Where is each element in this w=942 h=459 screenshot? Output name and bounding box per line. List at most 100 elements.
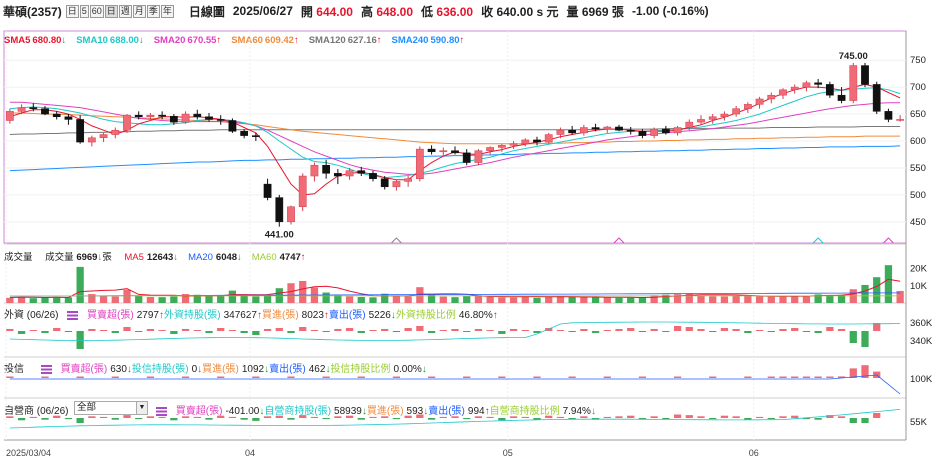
candle-body (708, 116, 717, 120)
dealer-select[interactable]: 全部 ▼ (74, 401, 148, 415)
volume-bar (158, 297, 166, 303)
candle-body (615, 126, 623, 131)
dealer-netbuy-bar (627, 415, 635, 418)
volume-legend: 成交量 成交量 6969↓張 MA5 12643↓ MA20 6048↓ MA60 474… (4, 249, 326, 263)
candle-body (181, 113, 190, 123)
dealer-netbuy-bar (64, 418, 73, 420)
candle-body (661, 128, 670, 134)
dealer-netbuy-bar (439, 416, 447, 418)
foreign-menu-icon[interactable] (67, 310, 79, 320)
foreign-netbuy-bar (64, 331, 73, 332)
dealer-netbuy-bar (392, 418, 401, 420)
candle-body (369, 173, 377, 179)
foreign-netbuy-bar (263, 329, 272, 331)
volume-ma-items: MA5 12643↓ MA20 6048↓ MA60 4747↑ (124, 252, 315, 263)
trust-netbuy-bar (252, 376, 260, 378)
period-day-button[interactable]: 日 (65, 4, 79, 18)
dealer-select-value: 全部 (77, 402, 97, 413)
trust-netbuy-bar (463, 376, 471, 378)
candle-body (732, 108, 741, 115)
candle-body (310, 165, 319, 177)
volume-bar (228, 290, 237, 303)
candle-body (884, 111, 893, 120)
trust-netbuy-bar (861, 365, 869, 378)
candle-body (240, 131, 249, 136)
trust-value-1: 0 (191, 364, 198, 375)
sma5-line (9, 83, 901, 196)
dealer-netbuy-bar (29, 416, 37, 418)
period-week-button[interactable]: 週 (118, 4, 132, 18)
volume-bar (580, 297, 588, 303)
period-60min-button[interactable]: 60 (89, 4, 104, 18)
trust-netbuy-bar (814, 376, 822, 378)
period-daily-button[interactable]: 日 (104, 4, 118, 18)
arrow-down-icon: ↓ (421, 364, 427, 375)
candle-body (392, 181, 401, 188)
candle-body (146, 114, 155, 117)
candle-body (872, 84, 881, 112)
volume-bar (439, 296, 447, 303)
dealer-netbuy-bar (76, 418, 84, 423)
price-tick-label: 550 (910, 163, 926, 174)
period-year-button[interactable]: 年 (160, 4, 174, 18)
period-5min-button[interactable]: 5 (79, 4, 89, 18)
volume-bar (451, 297, 459, 303)
dealer-label-2: 買進(張) (366, 406, 404, 417)
sma-legend-sma120: SMA120 627.16↑ (309, 35, 382, 46)
price-tick-label: 650 (910, 109, 926, 120)
dealer-netbuy-bar (369, 416, 377, 418)
dealer-netbuy-bar (732, 416, 740, 418)
volume-bar (64, 297, 73, 303)
candle-body (64, 116, 73, 120)
dealer-netbuy-bar (287, 418, 295, 420)
candle-body (380, 178, 389, 188)
high-value: 648.00 (376, 4, 414, 19)
candle-body (767, 94, 776, 100)
trust-menu-icon[interactable] (40, 364, 52, 374)
volume-bar (76, 266, 84, 303)
volume-current-unit: 張 (102, 252, 112, 263)
volume-bar (205, 296, 213, 303)
dealer-netbuy-bar (193, 416, 201, 418)
trust-value-3: 462 (308, 364, 326, 375)
dealer-netbuy-bar (53, 415, 61, 418)
dealer-netbuy-bar (322, 418, 330, 420)
candle-body (134, 114, 143, 117)
price-annotation-label: 441.00 (265, 230, 294, 241)
dealer-netbuy-bar (509, 416, 518, 418)
stock-symbol: 華碩(2357) (3, 4, 62, 19)
period-season-button[interactable]: 季 (146, 4, 160, 18)
price-tick-label: 450 (910, 217, 926, 228)
dealer-netbuy-bar (802, 418, 811, 420)
candle-body (790, 86, 799, 91)
dealer-netbuy-bar (545, 415, 553, 418)
dealer-label-3: 賣出(張) (428, 406, 465, 417)
dealer-netbuy-bar (568, 418, 576, 420)
foreign-netbuy-bar (53, 328, 61, 331)
candle-body (603, 126, 612, 130)
dealer-netbuy-bar (158, 416, 166, 418)
close-label: 收 (481, 4, 494, 19)
trust-netbuy-bar (709, 376, 717, 378)
sma-label: SMA120 (308, 35, 346, 46)
period-month-button[interactable]: 月 (132, 4, 146, 18)
price-legend: SMA5 680.80↓ SMA10 688.00↓ SMA20 670.55↑ SMA60… (4, 35, 474, 46)
dealer-netbuy-bar (205, 418, 213, 420)
dealer-netbuy-bar (451, 416, 459, 418)
event-marker-icon (613, 237, 625, 244)
dealer-menu-icon[interactable] (156, 406, 167, 416)
candle-body (357, 170, 366, 174)
foreign-netbuy-bar (486, 330, 494, 331)
volume-bar (135, 295, 143, 303)
trust-netbuy-bar (533, 376, 541, 378)
candle-body (427, 148, 436, 153)
dealer-netbuy-bar (463, 418, 471, 420)
foreign-netbuy-bar (556, 330, 565, 331)
candle-body (333, 173, 342, 177)
arrow-up-icon: ↑ (300, 252, 306, 263)
foreign-netbuy-bar (521, 330, 529, 331)
trust-value-4: 0.00% (393, 364, 422, 375)
candle-body (802, 82, 811, 88)
candle-body (251, 135, 260, 137)
